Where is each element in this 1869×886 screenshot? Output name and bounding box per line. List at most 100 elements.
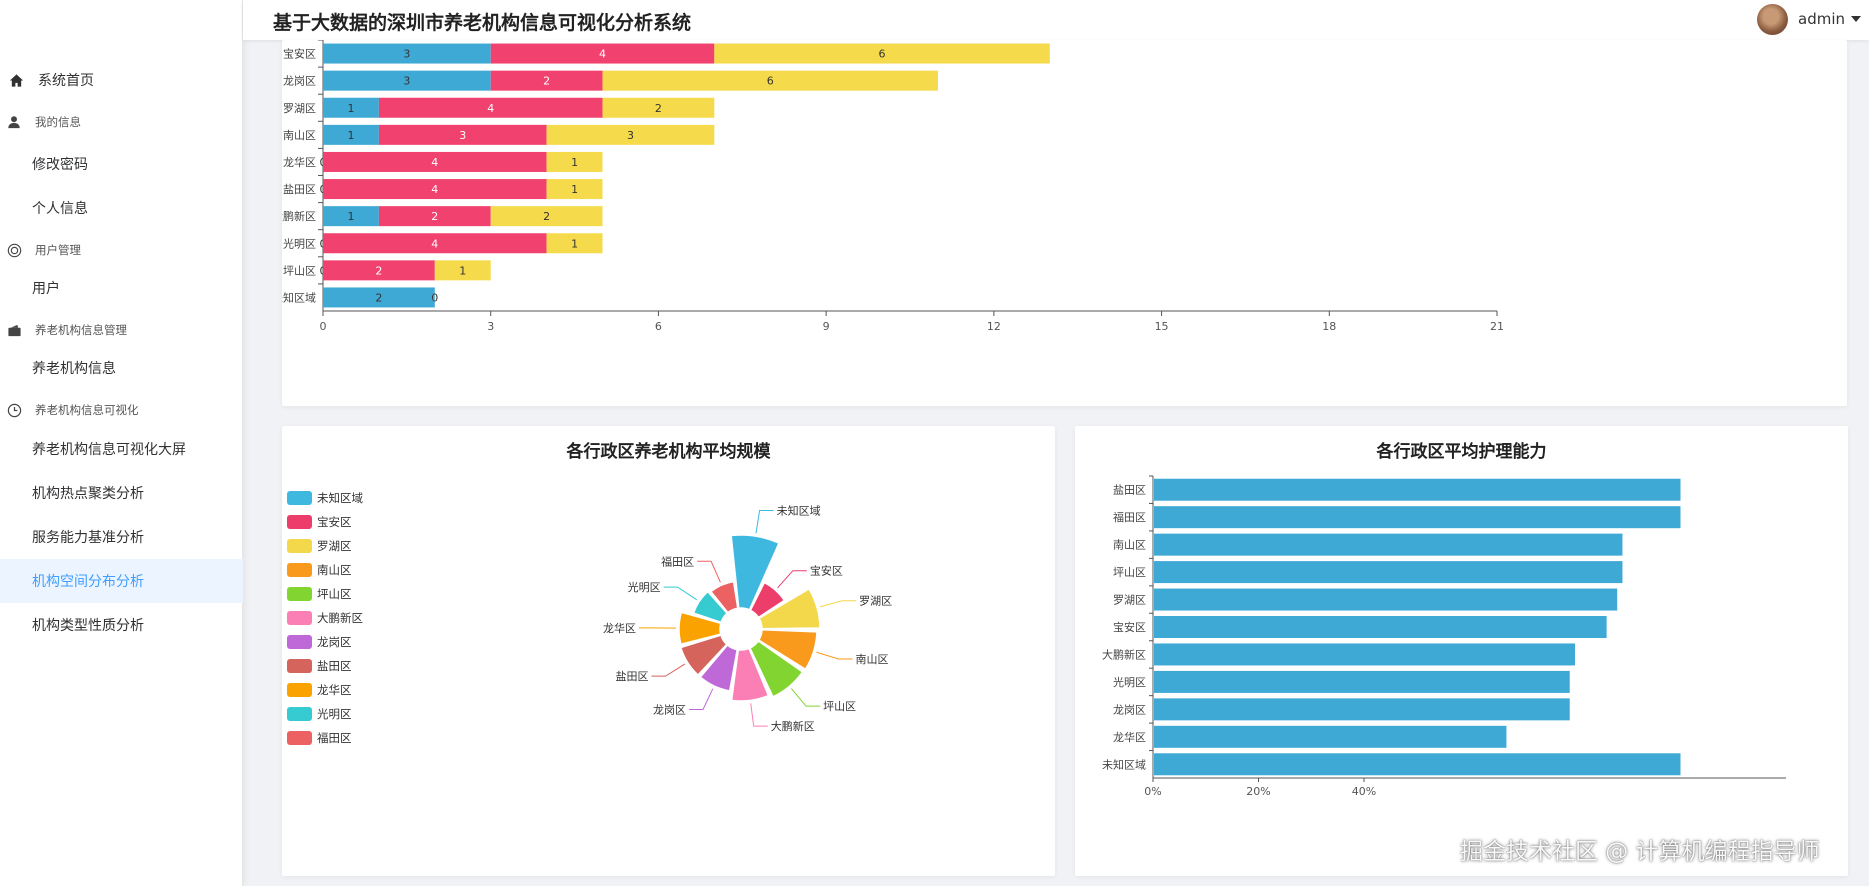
y-tick-label: 盐田区 <box>283 183 316 196</box>
legend-swatch[interactable] <box>287 659 312 673</box>
stack-bar-segment[interactable] <box>602 70 938 91</box>
rose-slice[interactable] <box>699 644 738 692</box>
rose-slice[interactable] <box>730 534 780 611</box>
stack-bar-segment[interactable] <box>378 124 547 145</box>
stack-bar-segment[interactable] <box>323 233 547 254</box>
stack-bar-segment[interactable] <box>323 260 435 281</box>
stack-bar-segment[interactable] <box>546 179 603 200</box>
legend-label[interactable]: 光明区 <box>317 707 352 721</box>
username[interactable]: admin <box>1798 10 1845 28</box>
legend-swatch[interactable] <box>287 515 312 529</box>
care-bar[interactable] <box>1154 588 1618 611</box>
stack-bar-segment[interactable] <box>378 97 603 118</box>
y-tick-label: 大鹏新区 <box>282 209 316 223</box>
rose-label-line <box>819 600 857 608</box>
rose-slice[interactable] <box>758 629 818 671</box>
rose-slice[interactable] <box>749 581 786 619</box>
sidebar-item-9[interactable]: 养老机构信息可视化大屏 <box>0 427 243 471</box>
stack-bar-segment[interactable] <box>546 233 603 254</box>
care-bar[interactable] <box>1154 616 1607 638</box>
care-bar[interactable] <box>1154 725 1507 748</box>
rose-slice[interactable] <box>692 590 728 624</box>
rose-slice[interactable] <box>749 640 804 698</box>
legend-swatch[interactable] <box>287 707 312 721</box>
sidebar-item-3[interactable]: 个人信息 <box>0 186 243 230</box>
stack-bar-segment[interactable] <box>490 43 715 64</box>
legend-label[interactable]: 宝安区 <box>317 515 352 529</box>
rose-slice-label: 坪山区 <box>823 700 856 713</box>
legend-label[interactable]: 龙华区 <box>317 683 352 697</box>
sidebar-item-11[interactable]: 服务能力基准分析 <box>0 515 243 559</box>
sidebar-item-13[interactable]: 机构类型性质分析 <box>0 603 243 647</box>
rose-slice[interactable] <box>758 588 821 630</box>
rose-slice[interactable] <box>710 580 739 614</box>
legend-swatch[interactable] <box>287 731 312 745</box>
stack-bar-segment[interactable] <box>602 97 715 118</box>
stack-bar-segment[interactable] <box>323 206 379 227</box>
legend-label[interactable]: 坪山区 <box>317 587 352 601</box>
legend-swatch[interactable] <box>287 635 312 649</box>
care-bar[interactable] <box>1154 506 1681 529</box>
bar-data-label: 0 <box>431 291 438 304</box>
stack-bar-segment[interactable] <box>323 97 379 118</box>
stack-bar-segment[interactable] <box>714 43 1050 64</box>
stack-bar-segment[interactable] <box>378 206 491 227</box>
stack-bar-segment[interactable] <box>490 70 603 91</box>
legend-swatch[interactable] <box>287 491 312 505</box>
rose-label-line <box>697 560 721 583</box>
stack-bar-segment[interactable] <box>323 151 547 172</box>
sidebar-item-label: 个人信息 <box>32 201 88 217</box>
rose-slice[interactable] <box>680 634 728 676</box>
sidebar-item-5[interactable]: 用户 <box>0 266 243 310</box>
sidebar-item-label: 养老机构信息可视化 <box>35 403 139 417</box>
y-tick-label: 龙岗区 <box>1113 703 1146 716</box>
sidebar-item-7[interactable]: 养老机构信息 <box>0 346 243 390</box>
care-bar[interactable] <box>1154 670 1570 693</box>
care-bar[interactable] <box>1154 533 1623 556</box>
legend-swatch[interactable] <box>287 683 312 697</box>
care-bar[interactable] <box>1154 698 1570 721</box>
rose-slice[interactable] <box>678 611 722 645</box>
sidebar-item-10[interactable]: 机构热点聚类分析 <box>0 471 243 515</box>
legend-label[interactable]: 福田区 <box>317 731 352 745</box>
legend-label[interactable]: 南山区 <box>317 563 352 577</box>
stack-bar-segment[interactable] <box>323 179 547 200</box>
care-bar[interactable] <box>1154 753 1681 776</box>
stack-bar-segment[interactable] <box>434 260 491 281</box>
sidebar-item-1[interactable]: 我的信息 <box>0 102 243 142</box>
legend-swatch[interactable] <box>287 611 312 625</box>
legend-swatch[interactable] <box>287 539 312 553</box>
legend-label[interactable]: 未知区域 <box>317 491 363 505</box>
stack-bar-segment[interactable] <box>323 43 491 64</box>
user-menu[interactable]: admin <box>1757 2 1861 36</box>
legend-swatch[interactable] <box>287 587 312 601</box>
legend-label[interactable]: 罗湖区 <box>317 539 352 553</box>
rose-label-line <box>777 570 807 589</box>
sidebar-item-8[interactable]: 养老机构信息可视化 <box>0 390 243 430</box>
sidebar-item-12[interactable]: 机构空间分布分析 <box>0 559 243 603</box>
care-bar[interactable] <box>1154 643 1575 666</box>
care-bar[interactable] <box>1154 561 1623 584</box>
rose-slice[interactable] <box>730 647 770 702</box>
sidebar-item-4[interactable]: 用户管理 <box>0 230 243 270</box>
avatar[interactable] <box>1757 3 1788 35</box>
legend-label[interactable]: 大鹏新区 <box>317 611 363 625</box>
care-bar[interactable] <box>1154 478 1681 501</box>
stack-bar-segment[interactable] <box>490 206 603 227</box>
stack-bar-segment[interactable] <box>546 124 715 145</box>
caret-down-icon[interactable] <box>1851 16 1861 22</box>
y-tick-label: 坪山区 <box>1113 566 1146 579</box>
rose-label-line <box>816 651 853 660</box>
sidebar-item-0[interactable]: 系统首页 <box>0 58 243 102</box>
sidebar-item-label: 养老机构信息管理 <box>35 323 127 337</box>
stack-bar-segment[interactable] <box>323 70 491 91</box>
legend-swatch[interactable] <box>287 563 312 577</box>
legend-label[interactable]: 龙岗区 <box>317 635 352 649</box>
sidebar-item-2[interactable]: 修改密码 <box>0 142 243 186</box>
sidebar-item-6[interactable]: 养老机构信息管理 <box>0 310 243 350</box>
legend-label[interactable]: 盐田区 <box>317 659 352 673</box>
stack-bar-segment[interactable] <box>546 151 603 172</box>
stack-bar-segment[interactable] <box>323 287 435 308</box>
x-tick-label: 0 <box>320 320 327 333</box>
stack-bar-segment[interactable] <box>323 124 379 145</box>
